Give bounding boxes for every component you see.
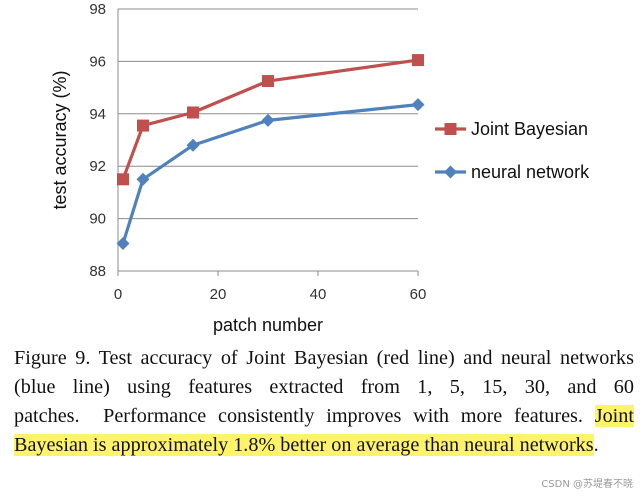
x-tick-label: 0 <box>114 286 122 303</box>
y-tick-label: 90 <box>89 211 106 228</box>
series-line-neural-network <box>121 103 419 244</box>
y-tick-label: 98 <box>89 1 106 18</box>
y-tick-label: 92 <box>89 158 106 175</box>
caption-text: Figure 9. Test accuracy of Joint Bayesia… <box>14 347 634 427</box>
data-point-neural-network <box>136 172 150 186</box>
x-tick-label: 20 <box>210 286 227 303</box>
y-tick-label: 88 <box>89 263 106 280</box>
data-point-joint-bayesian <box>187 106 199 119</box>
legend-marker-neural-network <box>444 165 457 179</box>
series-layer <box>116 54 425 250</box>
legend-label-joint-bayesian: Joint Bayesian <box>471 119 588 139</box>
data-point-joint-bayesian <box>117 173 129 186</box>
gridlines <box>118 8 418 272</box>
x-axis-title: patch number <box>213 315 323 335</box>
data-point-joint-bayesian <box>262 75 274 88</box>
y-axis-title: test accuracy (%) <box>50 70 70 209</box>
x-tick-label: 60 <box>410 286 427 303</box>
data-point-neural-network <box>186 138 200 152</box>
data-point-neural-network <box>261 113 275 127</box>
data-point-joint-bayesian <box>137 119 149 132</box>
data-point-neural-network <box>116 236 130 250</box>
line-chart: 88 90 92 94 96 98 0 20 40 60 patch number test ac… <box>50 1 590 335</box>
watermark: CSDN @苏堤春不晓 <box>541 479 633 490</box>
legend-label-neural-network: neural network <box>471 162 590 182</box>
axes <box>117 9 419 276</box>
caption-end: . <box>593 434 599 456</box>
x-tick-label: 40 <box>310 286 327 303</box>
legend-marker-joint-bayesian <box>444 123 457 135</box>
legend: Joint Bayesian neural network <box>435 119 590 182</box>
y-tick-label: 96 <box>89 53 106 70</box>
y-tick-label: 94 <box>89 106 106 123</box>
data-point-neural-network <box>411 98 425 112</box>
tick-labels: 88 90 92 94 96 98 0 20 40 60 <box>89 1 426 303</box>
figure-caption: Figure 9. Test accuracy of Joint Bayesia… <box>14 344 634 460</box>
data-point-joint-bayesian <box>412 54 424 67</box>
